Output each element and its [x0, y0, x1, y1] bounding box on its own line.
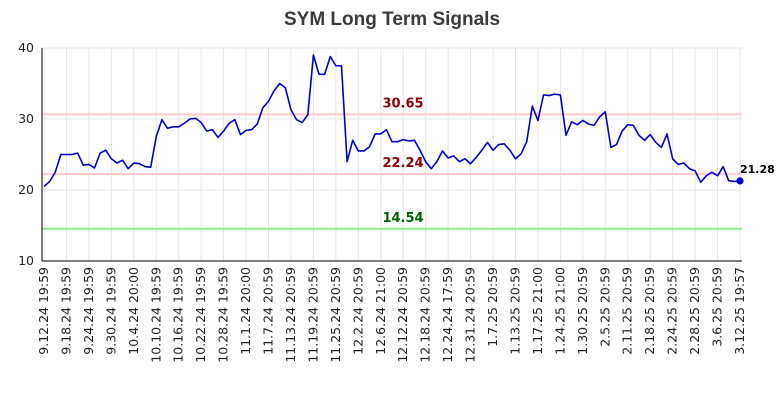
reference-line-label: 30.65: [382, 96, 423, 111]
x-tick-label: 1.7.25 20:59: [485, 267, 500, 347]
x-tick-label: 10.10.24 19:59: [148, 267, 163, 363]
x-tick-label: 11.1.24 20:00: [238, 267, 253, 355]
labels-layer: 30.65 22.24 14.54 21.28: [382, 96, 774, 225]
series-layer: [43, 54, 744, 188]
x-tick-label: 11.19.24 20:59: [305, 267, 320, 363]
x-tick-label: 2.11.25 20:59: [620, 267, 635, 355]
y-tick-label: 30: [18, 111, 34, 126]
x-tick-label: 3.12.25 19:57: [732, 267, 747, 355]
x-tick-label: 2.24.25 20:59: [665, 267, 680, 355]
y-tick-label: 20: [18, 182, 34, 197]
x-tick-label: 12.31.24 20:59: [463, 267, 478, 363]
x-tick-label: 1.24.25 21:00: [552, 267, 567, 355]
reference-line-label: 22.24: [382, 156, 423, 171]
reference-lines: [42, 113, 742, 230]
x-tick-label: 1.17.25 21:00: [530, 267, 545, 355]
x-tick-label: 1.30.25 20:59: [575, 267, 590, 355]
x-tick-label: 2.28.25 20:59: [687, 267, 702, 355]
x-tick-label: 12.6.24 21:00: [373, 267, 388, 355]
x-tick-label: 2.18.25 20:59: [642, 267, 657, 355]
x-tick-label: 9.30.24 19:59: [103, 267, 118, 355]
axes: 10 20 30 40 9.12.24 19:59 9.18.24 19:59 9.24.2…: [18, 40, 747, 363]
series-line: [43, 54, 741, 188]
x-tick-label: 9.24.24 19:59: [81, 267, 96, 355]
x-tick-label: 11.25.24 20:59: [328, 267, 343, 363]
x-tick-label: 3.6.25 20:59: [710, 267, 725, 347]
last-value-label: 21.28: [740, 163, 775, 176]
x-tick-label: 10.28.24 19:59: [216, 267, 231, 363]
x-tick-label: 12.18.24 20:59: [418, 267, 433, 363]
x-tick-label: 9.12.24 19:59: [36, 267, 51, 355]
x-tick-label: 10.16.24 19:59: [171, 267, 186, 363]
x-tick-label: 10.22.24 19:59: [193, 267, 208, 363]
x-tick-label: 9.18.24 19:59: [58, 267, 73, 355]
chart-title: SYM Long Term Signals: [284, 9, 500, 30]
x-tick-label: 11.13.24 20:59: [283, 267, 298, 363]
x-tick-label: 1.13.25 20:59: [507, 267, 522, 355]
reference-line-label: 14.54: [382, 211, 423, 226]
x-tick-label: 12.12.24 20:59: [395, 267, 410, 363]
last-value-marker: [736, 177, 744, 185]
x-tick-label: 2.5.25 20:59: [597, 267, 612, 347]
x-tick-label: 10.4.24 20:00: [126, 267, 141, 355]
x-tick-label: 12.2.24 20:59: [350, 267, 365, 355]
x-tick-label: 12.24.24 17:59: [440, 267, 455, 363]
y-tick-label: 10: [18, 253, 34, 268]
x-tick-label: 11.7.24 20:59: [261, 267, 276, 355]
y-tick-label: 40: [18, 40, 34, 55]
grid: [42, 47, 742, 262]
